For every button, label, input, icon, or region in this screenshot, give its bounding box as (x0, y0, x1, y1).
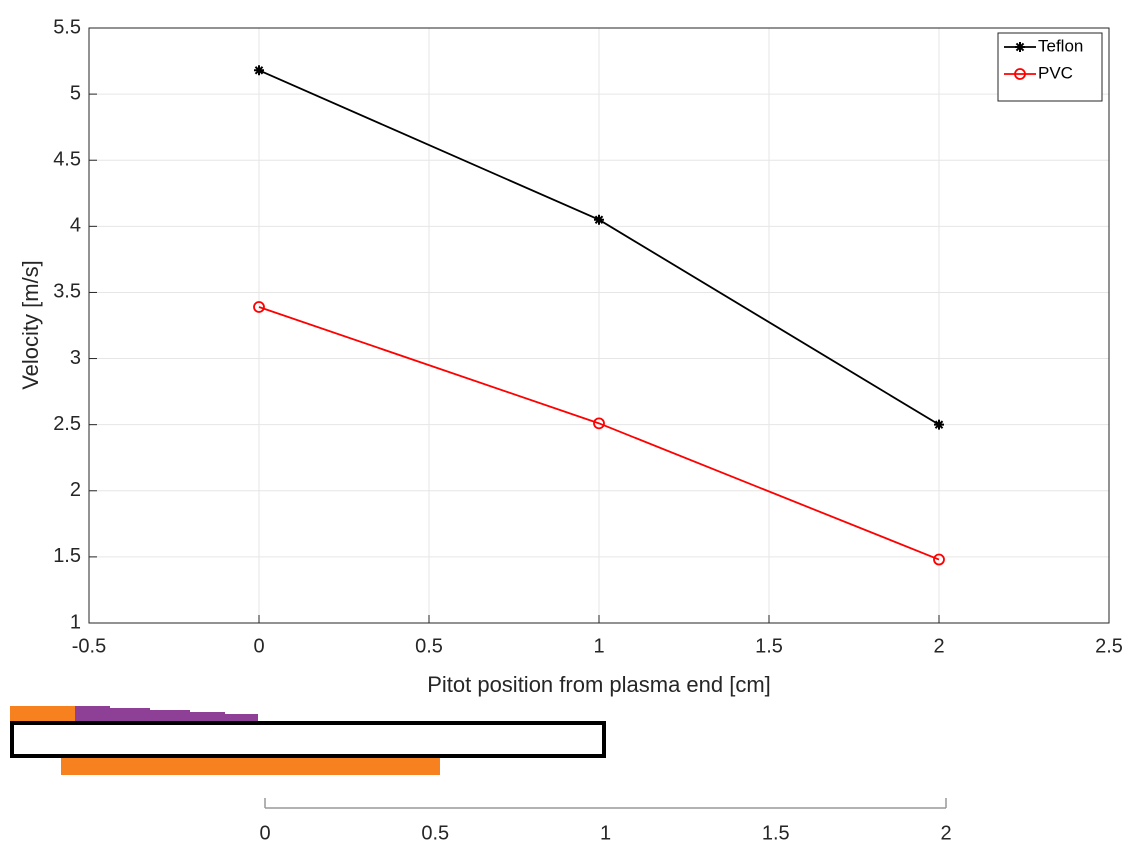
tube (10, 721, 606, 758)
legend-label: Teflon (1038, 36, 1083, 55)
y-tick-label: 5 (70, 82, 81, 104)
legend-box (997, 32, 1103, 102)
x-tick-label: 0.5 (415, 635, 443, 657)
y-tick-label: 3.5 (53, 281, 81, 303)
x-tick-label: 1.5 (755, 635, 783, 657)
legend-label: PVC (1038, 63, 1073, 82)
marker (594, 214, 604, 225)
y-tick-label: 2 (70, 479, 81, 501)
marker (933, 553, 945, 566)
marker (593, 417, 605, 430)
x-tick-label: 2 (933, 635, 944, 657)
y-tick-label: 2.5 (53, 413, 81, 435)
y-tick-label: 4.5 (53, 149, 81, 171)
x-axis-label: Pitot position from plasma end [cm] (427, 672, 771, 697)
x-tick-label: 0 (253, 635, 264, 657)
legend-marker (1015, 42, 1025, 52)
y-tick-label: 4 (70, 215, 81, 237)
x-tick-label: -0.5 (72, 635, 106, 657)
ruler-tick-label: 0 (259, 822, 270, 844)
x-tick-label: 1 (593, 635, 604, 657)
marker (254, 65, 264, 76)
marker (934, 419, 944, 430)
purple-profile (75, 706, 258, 722)
orange-strip (61, 758, 440, 775)
x-tick-label: 2.5 (1095, 635, 1123, 657)
orange-strip (10, 706, 75, 722)
ruler-tick-label: 2 (940, 822, 951, 844)
ruler-tick-label: 1.5 (762, 822, 790, 844)
y-axis-label: Velocity [m/s] (18, 260, 43, 390)
y-tick-label: 1 (70, 611, 81, 633)
y-tick-label: 3 (70, 347, 81, 369)
y-tick-label: 1.5 (53, 545, 81, 567)
y-tick-label: 5.5 (53, 16, 81, 38)
marker (253, 301, 265, 313)
legend-marker (1014, 68, 1026, 80)
ruler: 0 0.5 1 1.5 2 (259, 798, 952, 844)
ruler-tick-label: 1 (600, 822, 611, 844)
series-line (258, 306, 940, 561)
ruler-tick-label: 0.5 (421, 822, 449, 844)
